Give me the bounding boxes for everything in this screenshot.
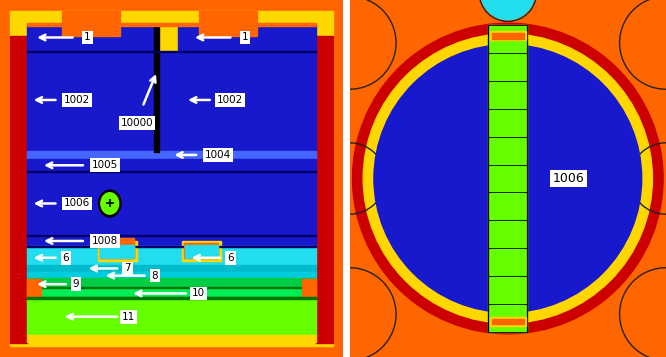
Bar bbox=[27, 172, 316, 236]
Bar bbox=[27, 297, 316, 299]
Bar bbox=[27, 52, 316, 152]
Text: 1002: 1002 bbox=[216, 95, 243, 105]
Bar bbox=[302, 288, 316, 298]
Circle shape bbox=[374, 45, 642, 312]
Bar bbox=[27, 298, 316, 336]
Bar bbox=[184, 243, 218, 258]
Text: 1: 1 bbox=[84, 32, 91, 42]
Bar bbox=[154, 52, 159, 152]
Bar bbox=[100, 238, 135, 258]
Text: 8: 8 bbox=[152, 271, 159, 281]
Bar bbox=[27, 23, 316, 26]
Bar bbox=[98, 241, 137, 261]
Bar bbox=[490, 317, 525, 326]
Bar bbox=[27, 235, 316, 236]
Text: 6: 6 bbox=[63, 253, 69, 263]
Bar bbox=[488, 25, 527, 332]
Bar bbox=[27, 265, 316, 272]
Bar bbox=[27, 171, 316, 172]
Text: 6: 6 bbox=[227, 253, 234, 263]
Ellipse shape bbox=[99, 190, 121, 217]
Bar bbox=[316, 36, 333, 343]
Text: 1006: 1006 bbox=[553, 172, 584, 185]
Bar bbox=[10, 36, 27, 343]
Text: 9: 9 bbox=[73, 279, 79, 289]
Text: 1: 1 bbox=[242, 32, 248, 42]
Bar bbox=[27, 279, 41, 288]
Bar bbox=[27, 297, 316, 298]
Bar bbox=[27, 25, 155, 52]
Circle shape bbox=[481, 0, 535, 20]
Text: 1005: 1005 bbox=[91, 160, 118, 170]
Bar bbox=[27, 335, 316, 342]
Text: 10000: 10000 bbox=[121, 118, 153, 128]
Bar bbox=[27, 288, 41, 298]
Bar bbox=[490, 31, 525, 40]
Text: 1002: 1002 bbox=[64, 95, 91, 105]
Bar bbox=[27, 151, 316, 159]
Circle shape bbox=[352, 23, 663, 334]
Bar bbox=[302, 279, 316, 288]
Text: 1004: 1004 bbox=[204, 150, 231, 160]
Bar bbox=[27, 246, 316, 265]
Bar bbox=[100, 243, 135, 258]
Bar bbox=[184, 245, 218, 258]
Text: 1008: 1008 bbox=[91, 236, 118, 246]
Text: 1006: 1006 bbox=[64, 198, 91, 208]
Bar bbox=[27, 51, 316, 52]
Bar bbox=[27, 287, 316, 288]
Bar bbox=[27, 246, 316, 247]
Bar bbox=[62, 11, 120, 36]
Bar bbox=[101, 245, 134, 258]
Bar bbox=[27, 272, 316, 278]
Text: 11: 11 bbox=[122, 312, 135, 322]
Bar bbox=[492, 33, 524, 39]
Bar bbox=[27, 159, 316, 171]
Bar bbox=[27, 235, 316, 246]
Bar bbox=[27, 278, 316, 287]
Ellipse shape bbox=[101, 193, 119, 214]
Bar bbox=[199, 11, 257, 36]
Bar bbox=[154, 25, 159, 52]
Bar bbox=[182, 241, 221, 261]
Circle shape bbox=[363, 34, 653, 323]
Text: 10: 10 bbox=[192, 288, 205, 298]
Text: 7: 7 bbox=[125, 263, 131, 273]
Bar bbox=[178, 25, 316, 52]
Bar bbox=[492, 319, 524, 324]
Bar bbox=[27, 288, 316, 297]
